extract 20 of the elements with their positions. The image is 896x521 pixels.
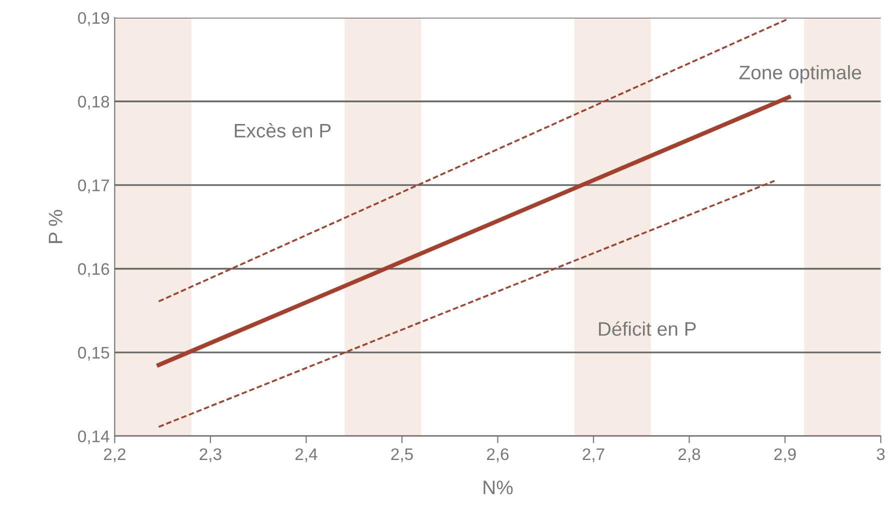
x-tick-label: 2,7	[582, 448, 604, 462]
y-tick-label: 0,17	[78, 179, 109, 194]
x-tick-label: 2,9	[774, 448, 796, 462]
x-tick-label: 2,8	[678, 448, 700, 462]
y-tick-label: 0,16	[78, 263, 110, 277]
x-tick-label: 2,6	[486, 448, 509, 462]
annotation: Excès en P	[234, 123, 331, 138]
x-tick-label: 2,5	[391, 448, 413, 462]
y-tick-label: 0,14	[78, 430, 110, 444]
x-tick-label: 3	[876, 448, 885, 460]
x-tick-label: 2,3	[200, 448, 222, 462]
y-axis-title: P %	[48, 210, 62, 243]
y-tick-label: 0,15	[78, 346, 110, 361]
x-tick-label: 2,4	[295, 448, 318, 462]
x-tick-label: 2,2	[104, 448, 126, 462]
annotation: Déficit en P	[599, 321, 696, 336]
x-axis-title: N%	[484, 480, 513, 494]
y-tick-label: 0,19	[78, 12, 110, 26]
annotation: Zone optimale	[739, 65, 862, 84]
y-tick-label: 0,18	[78, 96, 110, 110]
